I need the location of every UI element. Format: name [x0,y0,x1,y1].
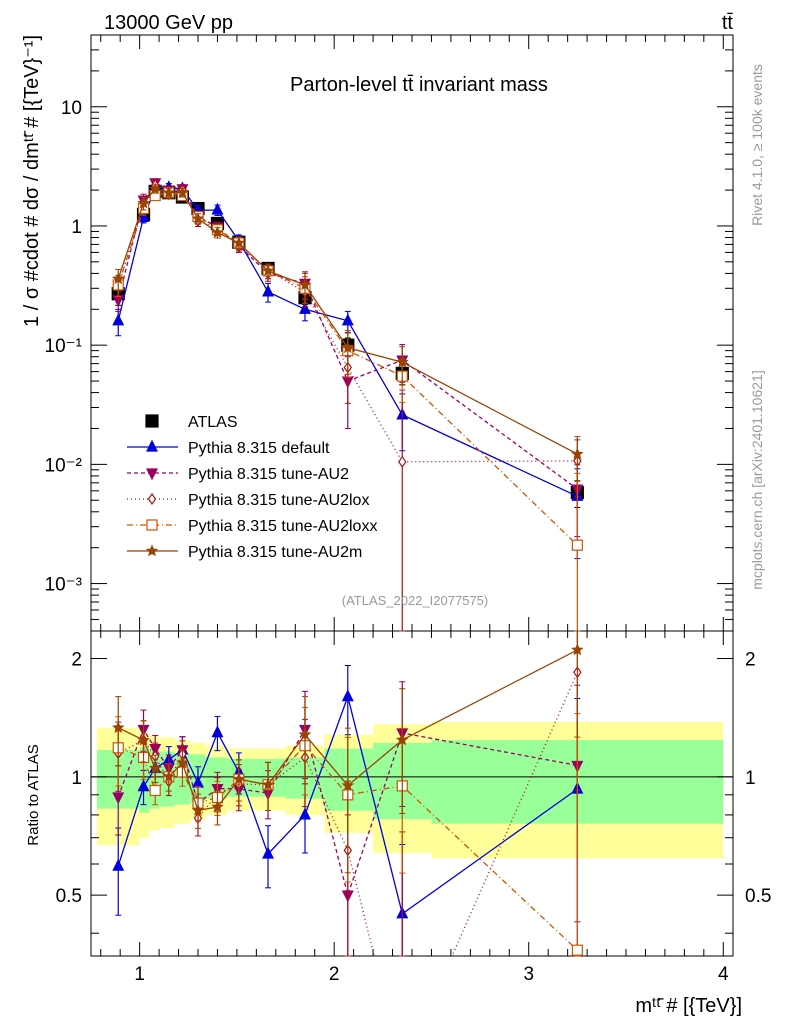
axes: 1 2 3 4 10⁻³ 10⁻² 10⁻¹ 1 10 0.5 0.5 1 1 2 2 [45,34,771,985]
main-frame [90,34,734,632]
series-5 [112,182,584,482]
data-point [211,202,224,215]
data-point [571,643,584,656]
data-point [149,784,161,797]
data-point [146,468,158,481]
data-point [191,212,205,225]
ratio-tick-label-left: 0.5 [56,886,82,907]
data-point [341,341,355,354]
data-point [261,778,275,791]
data-point [396,733,409,746]
data-point [145,544,159,557]
data-point [211,725,224,738]
data-point [298,728,312,740]
legend-entry: Pythia 8.315 tune-AU2lox [127,492,369,509]
legend-entry: Pythia 8.315 tune-AU2loxx [127,518,377,535]
data-point [299,807,311,820]
data-point [112,858,125,871]
data-point [162,186,176,199]
ratio-band-green [324,748,374,811]
data-point [146,519,158,531]
y-axis-label: 1 / σ #cdot # dσ / dmᵗᵗ̄ # [{TeV}⁻¹] [21,35,43,327]
y-tick-label: 10⁻³ [45,575,83,596]
data-point [571,447,584,460]
data-point [137,210,150,222]
energy-label: 13000 GeV pp [104,12,233,34]
y-tick-label: 10 [61,98,82,119]
x-tick-label: 2 [329,964,340,985]
x-axis-label: mᵗᵗ̄ # [{TeV}] [635,995,742,1017]
data-point [299,301,311,314]
legend-label: Pythia 8.315 default [188,440,330,457]
data-point [571,944,583,956]
rivet-label: Rivet 4.1.0, ≥ 100k events [749,64,765,226]
legend-entry: Pythia 8.315 default [127,439,330,457]
legend-label: Pythia 8.315 tune-AU2loxx [188,518,377,535]
y-tick-label: 10⁻² [45,455,83,476]
legend-label: Pythia 8.315 tune-AU2m [188,544,362,561]
data-point [571,539,583,551]
legend: ATLAS Pythia 8.315 default Pythia 8.315 tu… [127,414,377,561]
ratio-tick-label-left: 2 [71,650,82,671]
ratio-tick-label-right: 2 [745,650,756,671]
data-point [148,761,162,774]
data-point [232,772,246,785]
series-layer [111,178,584,632]
data-point [341,779,355,791]
data-point [298,278,312,291]
data-point [261,264,275,277]
data-point [191,803,205,816]
process-label: tt̄ [722,12,734,34]
data-point [146,439,158,452]
ratio-band-green [149,750,160,809]
ratio-tick-label-right: 0.5 [745,886,771,907]
y-tick-label: 1 [71,217,82,238]
analysis-watermark: (ATLAS_2022_I2077575) [342,593,488,608]
data-point [262,284,275,297]
data-point [162,770,176,783]
data-point [137,196,150,209]
data-point [148,182,162,195]
data-point [396,355,409,368]
ratio-bands [91,721,733,859]
data-point [211,800,224,813]
ratio-tick-label-right: 1 [745,768,756,789]
data-point [112,792,125,805]
data-point [112,721,125,734]
data-point [112,313,125,326]
legend-entry: Pythia 8.315 tune-AU2m [127,544,362,561]
y-tick-label: 10⁻¹ [45,336,83,357]
legend-label: ATLAS [188,414,238,431]
mcplots-label: mcplots.cern.ch [arXiv:2401.10621] [749,370,765,589]
data-point [341,689,354,702]
data-point [176,756,189,769]
chart-title: Parton-level tt̄ invariant mass [290,74,548,96]
ratio-tick-label-left: 1 [71,768,82,789]
data-point [341,313,354,326]
x-tick-label: 1 [134,964,145,985]
data-point [137,779,150,792]
ratio-y-axis-label: Ratio to ATLAS [25,744,42,845]
legend-entry: ATLAS [145,414,238,431]
data-point [145,414,159,428]
data-point [232,236,246,249]
x-tick-label: 3 [523,964,534,985]
x-tick-label: 4 [718,964,729,985]
legend-label: Pythia 8.315 tune-AU2lox [188,492,369,509]
ratio-band-green [139,747,150,813]
data-point [112,272,125,285]
ratio-series-5 [112,630,584,874]
data-point [262,846,275,859]
data-point [398,455,407,468]
data-point [176,186,189,199]
ratio-layer [112,630,584,957]
legend-entry: Pythia 8.315 tune-AU2 [127,466,349,483]
data-point [211,226,224,238]
data-point [147,492,157,506]
data-point [137,733,150,746]
legend-label: Pythia 8.315 tune-AU2 [188,466,349,483]
